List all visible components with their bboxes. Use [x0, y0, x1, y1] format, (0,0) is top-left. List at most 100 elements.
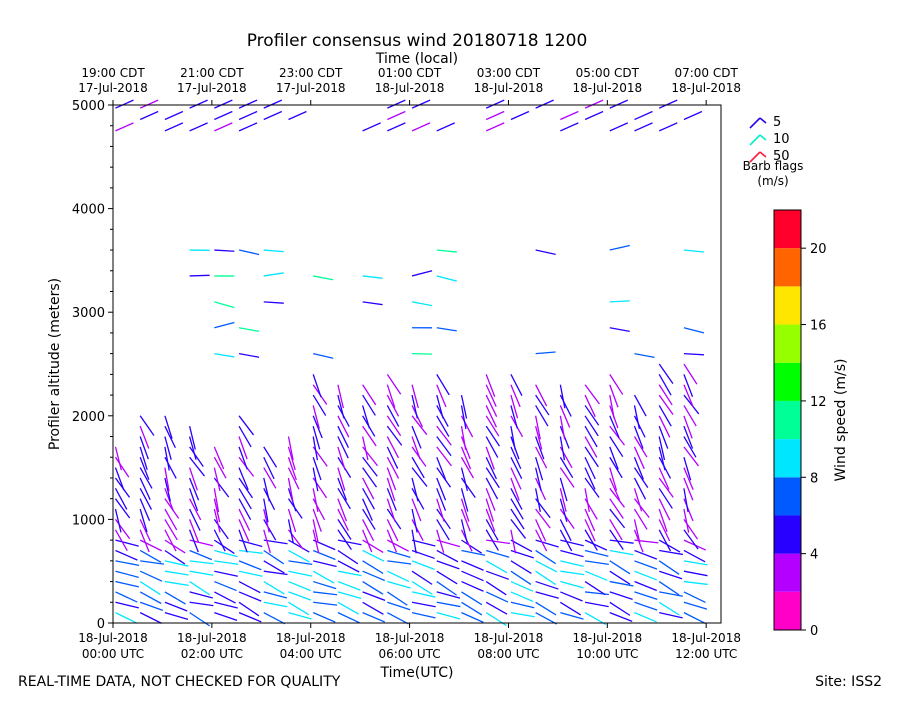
wind-barb — [288, 540, 309, 552]
wind-barb — [387, 571, 409, 581]
wind-barb — [659, 395, 673, 415]
wind-barb — [659, 123, 677, 131]
legend-barb-flag — [760, 118, 766, 123]
x-tick-time: 02:00 UTC — [181, 647, 243, 661]
wind-barb — [486, 540, 510, 543]
wind-barb — [659, 364, 673, 384]
barb-legend-entry: 5 — [750, 115, 781, 130]
wind-barb — [684, 112, 702, 120]
wind-barb — [437, 550, 458, 561]
wind-barb — [190, 100, 208, 108]
y-tick-label: 1000 — [72, 513, 105, 528]
wind-barb — [140, 426, 149, 448]
wind-barb — [387, 602, 410, 609]
wind-barb — [610, 488, 625, 507]
x-axis-label: Time(UTC) — [380, 665, 454, 681]
wind-barb — [536, 582, 559, 590]
top-x-tick-date: 18-Jul-2018 — [671, 81, 741, 95]
wind-barb — [560, 112, 578, 120]
wind-barb — [264, 273, 284, 276]
quality-disclaimer: REAL-TIME DATA, NOT CHECKED FOR QUALITY — [18, 674, 341, 690]
wind-barb — [214, 592, 235, 603]
wind-barb — [536, 519, 546, 541]
wind-barb — [214, 561, 238, 564]
wind-barb — [214, 602, 237, 608]
wind-barb — [140, 540, 162, 551]
wind-barb — [634, 582, 656, 591]
wind-barb — [264, 302, 284, 303]
wind-barb — [659, 468, 669, 490]
y-tick-label: 5000 — [72, 99, 105, 114]
wind-barb — [684, 571, 708, 575]
wind-barb — [437, 250, 457, 252]
wind-barb — [313, 550, 335, 559]
wind-barb — [511, 509, 524, 529]
wind-barb — [115, 100, 133, 108]
wind-barb — [659, 416, 670, 438]
wind-barb — [511, 613, 535, 617]
legend-barb-shaft — [750, 135, 760, 145]
x-tick-time: 12:00 UTC — [675, 647, 737, 661]
wind-barb — [288, 582, 310, 591]
wind-barb — [610, 123, 628, 131]
wind-barb — [264, 550, 284, 563]
wind-barb — [437, 561, 460, 569]
wind-barb — [412, 540, 435, 546]
colorbar-band — [774, 325, 801, 363]
wind-barb — [239, 468, 248, 490]
wind-barb — [140, 602, 163, 610]
wind-barb — [684, 328, 704, 333]
wind-barb — [437, 478, 446, 500]
wind-barb — [239, 354, 259, 358]
wind-barb — [239, 112, 257, 120]
wind-barb — [486, 478, 497, 499]
wind-barb — [511, 592, 533, 601]
x-tick-date: 18-Jul-2018 — [474, 631, 544, 645]
wind-barb — [190, 540, 213, 546]
wind-barb — [214, 582, 236, 591]
wind-barb — [511, 468, 521, 490]
wind-barb — [288, 571, 311, 576]
wind-barb — [165, 571, 189, 575]
x-tick-date: 18-Jul-2018 — [177, 631, 247, 645]
wind-barb — [610, 561, 630, 574]
colorbar-band — [774, 554, 801, 592]
top-x-tick-date: 18-Jul-2018 — [474, 81, 544, 95]
wind-barb — [610, 540, 634, 543]
colorbar-tick-label: 20 — [810, 242, 827, 257]
wind-barb — [610, 328, 630, 332]
chart-title: Profiler consensus wind 20180718 1200 — [247, 31, 588, 51]
wind-barb — [610, 426, 625, 445]
wind-barb — [560, 571, 584, 574]
wind-barb — [536, 250, 556, 254]
wind-barb — [190, 561, 214, 564]
wind-barb — [536, 100, 554, 108]
wind-barb — [165, 592, 186, 604]
wind-barb — [610, 509, 625, 528]
top-x-tick-date: 17-Jul-2018 — [276, 81, 346, 95]
colorbar-band — [774, 515, 801, 553]
wind-barb — [115, 561, 139, 566]
wind-barb — [610, 100, 628, 108]
wind-barb — [239, 488, 251, 509]
wind-barb — [239, 550, 263, 553]
colorbar-band — [774, 210, 801, 248]
wind-barb — [313, 613, 335, 622]
top-x-tick-date: 18-Jul-2018 — [572, 81, 642, 95]
wind-barb — [461, 561, 483, 570]
wind-barb — [536, 352, 556, 354]
wind-barb — [486, 602, 507, 614]
wind-barb — [165, 123, 183, 131]
wind-barb — [140, 100, 158, 108]
wind-barb — [190, 519, 199, 541]
wind-barb — [363, 582, 383, 595]
wind-barb — [585, 478, 599, 497]
wind-barb — [511, 374, 522, 395]
x-tick-time: 10:00 UTC — [576, 647, 638, 661]
legend-barb-shaft — [750, 118, 760, 128]
wind-barb — [387, 100, 405, 108]
wind-barb — [437, 123, 455, 131]
wind-barb — [634, 416, 645, 438]
wind-barb — [338, 426, 349, 448]
wind-barb — [560, 592, 582, 601]
